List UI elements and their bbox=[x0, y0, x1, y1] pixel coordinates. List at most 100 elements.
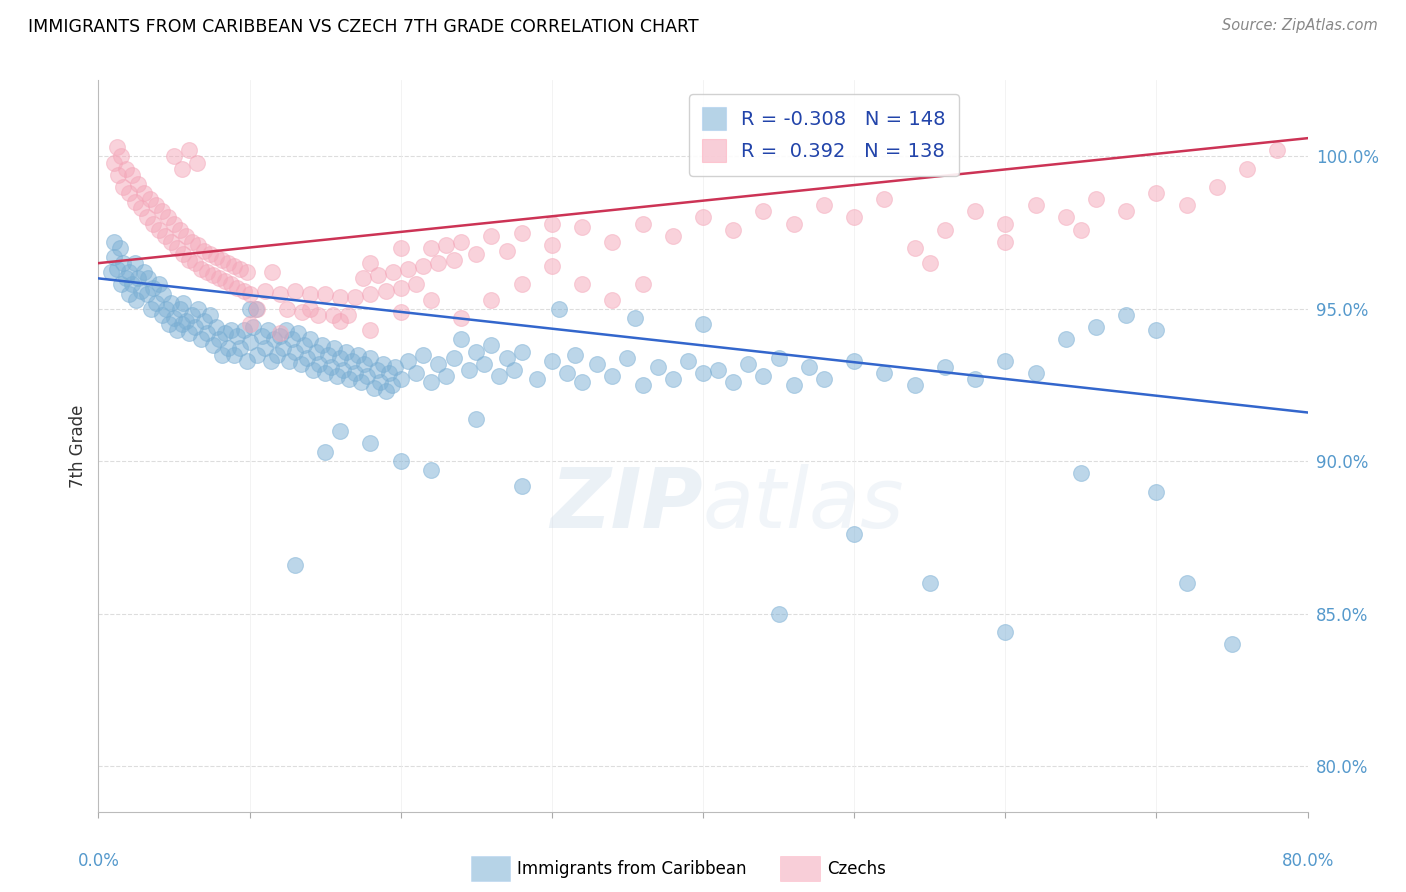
Point bbox=[450, 311, 472, 326]
Point bbox=[308, 357, 330, 371]
Point bbox=[647, 359, 669, 374]
Point bbox=[239, 317, 262, 331]
Point bbox=[276, 301, 298, 316]
Point bbox=[179, 253, 201, 268]
Point bbox=[103, 250, 125, 264]
Point bbox=[329, 314, 352, 328]
Point bbox=[707, 363, 730, 377]
Point bbox=[253, 284, 276, 298]
Point bbox=[242, 320, 264, 334]
Point bbox=[692, 366, 714, 380]
Point bbox=[450, 235, 472, 249]
Point bbox=[174, 228, 197, 243]
Point bbox=[202, 268, 225, 283]
Point bbox=[367, 268, 389, 283]
Point bbox=[495, 244, 517, 258]
Point bbox=[195, 326, 218, 341]
Point bbox=[150, 308, 173, 322]
Point bbox=[602, 235, 624, 249]
Point bbox=[269, 286, 291, 301]
Point bbox=[326, 368, 349, 383]
Point bbox=[316, 347, 339, 361]
Point bbox=[226, 329, 249, 343]
Point bbox=[166, 323, 188, 337]
Point bbox=[311, 338, 333, 352]
Point bbox=[110, 149, 132, 163]
Point bbox=[472, 357, 495, 371]
Point bbox=[214, 326, 236, 341]
Point bbox=[139, 192, 162, 206]
Point bbox=[163, 217, 186, 231]
Point bbox=[374, 284, 396, 298]
Point bbox=[616, 351, 638, 365]
Point bbox=[170, 161, 193, 176]
Point bbox=[571, 375, 593, 389]
Point bbox=[281, 332, 304, 346]
Point bbox=[260, 353, 283, 368]
Point bbox=[443, 253, 465, 268]
Point bbox=[994, 235, 1017, 249]
Point bbox=[187, 301, 209, 316]
Point bbox=[232, 323, 254, 337]
Point bbox=[148, 277, 170, 292]
Point bbox=[235, 265, 257, 279]
Point bbox=[246, 347, 269, 361]
Point bbox=[1085, 192, 1108, 206]
Point bbox=[111, 256, 134, 270]
Point bbox=[389, 280, 412, 294]
Point bbox=[160, 235, 183, 249]
Point bbox=[118, 186, 141, 200]
Point bbox=[322, 308, 344, 322]
Point bbox=[481, 338, 503, 352]
Point bbox=[160, 295, 183, 310]
Point bbox=[245, 301, 267, 316]
Point bbox=[284, 284, 307, 298]
Point bbox=[555, 366, 578, 380]
Point bbox=[723, 375, 745, 389]
Point bbox=[965, 204, 987, 219]
Point bbox=[302, 363, 325, 377]
Point bbox=[1070, 467, 1092, 481]
Point bbox=[465, 247, 488, 261]
Point bbox=[586, 357, 609, 371]
Point bbox=[172, 295, 194, 310]
Point bbox=[239, 335, 262, 350]
Point bbox=[384, 359, 406, 374]
Legend: R = -0.308   N = 148, R =  0.392   N = 138: R = -0.308 N = 148, R = 0.392 N = 138 bbox=[689, 94, 959, 176]
Point bbox=[1144, 186, 1167, 200]
Point bbox=[155, 301, 177, 316]
Point bbox=[121, 168, 143, 182]
Point bbox=[360, 323, 382, 337]
Text: IMMIGRANTS FROM CARIBBEAN VS CZECH 7TH GRADE CORRELATION CHART: IMMIGRANTS FROM CARIBBEAN VS CZECH 7TH G… bbox=[28, 18, 699, 36]
Point bbox=[427, 357, 450, 371]
Point bbox=[526, 372, 548, 386]
Point bbox=[844, 527, 866, 541]
Point bbox=[813, 372, 835, 386]
Point bbox=[172, 247, 194, 261]
Point bbox=[299, 332, 322, 346]
Point bbox=[150, 204, 173, 219]
Point bbox=[1024, 198, 1046, 212]
Point bbox=[169, 301, 191, 316]
Point bbox=[169, 222, 191, 236]
Point bbox=[540, 237, 562, 252]
Point bbox=[1054, 332, 1077, 346]
Point bbox=[631, 217, 654, 231]
Point bbox=[181, 235, 204, 249]
Point bbox=[152, 286, 174, 301]
Point bbox=[142, 280, 165, 294]
Point bbox=[208, 271, 231, 285]
Point bbox=[503, 363, 526, 377]
Point bbox=[420, 463, 443, 477]
Point bbox=[269, 329, 291, 343]
Point bbox=[132, 186, 155, 200]
Point bbox=[129, 201, 152, 215]
Point bbox=[692, 211, 714, 225]
Point bbox=[250, 329, 273, 343]
Point bbox=[768, 351, 790, 365]
Point bbox=[934, 359, 956, 374]
Point bbox=[277, 353, 299, 368]
Point bbox=[323, 342, 346, 356]
Point bbox=[540, 259, 562, 273]
Point bbox=[813, 198, 835, 212]
